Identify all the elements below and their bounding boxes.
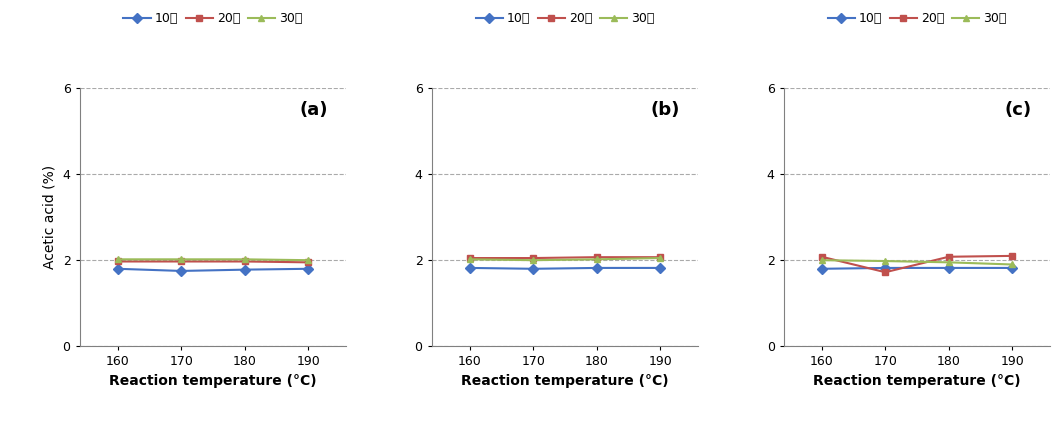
- 30분: [527, 258, 540, 263]
- 20분: [879, 269, 891, 275]
- 20분: [175, 259, 188, 264]
- 10분: [590, 265, 603, 271]
- 10분: [301, 266, 314, 271]
- Line: 10분: 10분: [818, 265, 1015, 272]
- 30분: [879, 258, 891, 264]
- Line: 20분: 20분: [466, 254, 664, 262]
- Line: 30분: 30분: [466, 254, 664, 264]
- 30분: [816, 258, 829, 263]
- 30분: [590, 257, 603, 262]
- Legend: 10분, 20분, 30분: 10분, 20분, 30분: [475, 12, 655, 25]
- Line: 30분: 30분: [818, 257, 1015, 268]
- Line: 10분: 10분: [115, 265, 312, 274]
- 10분: [816, 266, 829, 271]
- 30분: [942, 260, 955, 265]
- 10분: [239, 267, 251, 272]
- 20분: [301, 260, 314, 265]
- 20분: [464, 255, 476, 261]
- 20분: [590, 254, 603, 260]
- Text: (a): (a): [299, 101, 328, 119]
- 20분: [1006, 253, 1019, 258]
- 30분: [239, 257, 251, 262]
- 30분: [654, 255, 666, 261]
- 20분: [816, 254, 829, 259]
- X-axis label: Reaction temperature (°C): Reaction temperature (°C): [813, 374, 1021, 388]
- Line: 30분: 30분: [115, 256, 312, 264]
- X-axis label: Reaction temperature (°C): Reaction temperature (°C): [109, 374, 317, 388]
- 30분: [301, 258, 314, 263]
- Legend: 10분, 20분, 30분: 10분, 20분, 30분: [828, 12, 1007, 25]
- Text: (b): (b): [650, 101, 680, 119]
- 10분: [175, 268, 188, 273]
- 10분: [527, 266, 540, 271]
- 20분: [111, 259, 124, 264]
- Y-axis label: Acetic acid (%): Acetic acid (%): [44, 165, 57, 269]
- 10분: [464, 265, 476, 271]
- 10분: [111, 266, 124, 271]
- 30분: [464, 257, 476, 262]
- Text: (c): (c): [1005, 101, 1031, 119]
- 10분: [942, 265, 955, 271]
- 20분: [942, 254, 955, 259]
- 10분: [654, 265, 666, 271]
- 30분: [111, 257, 124, 262]
- Line: 20분: 20분: [115, 258, 312, 266]
- 20분: [527, 255, 540, 261]
- 10분: [1006, 265, 1019, 271]
- 30분: [1006, 262, 1019, 267]
- 30분: [175, 257, 188, 262]
- 20분: [654, 254, 666, 260]
- Line: 10분: 10분: [466, 265, 664, 272]
- Legend: 10분, 20분, 30분: 10분, 20분, 30분: [123, 12, 302, 25]
- 10분: [879, 265, 891, 271]
- X-axis label: Reaction temperature (°C): Reaction temperature (°C): [462, 374, 668, 388]
- Line: 20분: 20분: [818, 252, 1015, 276]
- 20분: [239, 259, 251, 264]
